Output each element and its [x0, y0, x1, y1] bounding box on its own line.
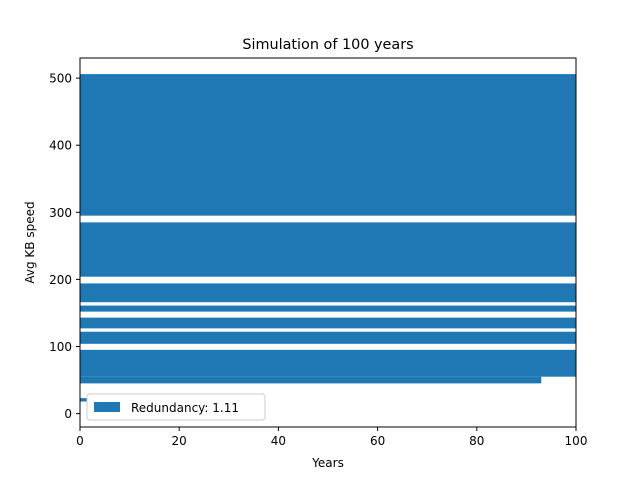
- y-axis-label: Avg KB speed: [23, 201, 37, 283]
- bar: [80, 283, 576, 303]
- y-tick-label: 200: [49, 273, 72, 287]
- x-axis-label: Years: [311, 456, 344, 470]
- bar: [80, 222, 576, 277]
- y-tick-label: 400: [49, 139, 72, 153]
- chart-title: Simulation of 100 years: [242, 37, 413, 53]
- plot-frame: [79, 57, 577, 428]
- y-tick-label: 500: [49, 72, 72, 86]
- legend-box: [86, 393, 266, 421]
- x-tick-label: 40: [271, 434, 286, 448]
- bar: [80, 376, 542, 384]
- x-tick-label: 0: [76, 434, 84, 448]
- x-tick-label: 80: [469, 434, 484, 448]
- legend-label: Redundancy: 1.11: [131, 401, 239, 415]
- x-tick-label: 100: [565, 434, 588, 448]
- bars-group: [80, 74, 576, 402]
- x-tick-label: 20: [172, 434, 187, 448]
- y-tick-label: 300: [49, 206, 72, 220]
- x-axis-ticks: 0 20 40 60 80 100: [76, 427, 587, 448]
- x-tick-label: 60: [370, 434, 385, 448]
- bar: [80, 74, 576, 216]
- legend: Redundancy: 1.11: [86, 393, 266, 421]
- y-tick-label: 100: [49, 340, 72, 354]
- bar: [80, 305, 576, 312]
- y-axis-ticks: 0 100 200 300 400 500: [49, 72, 80, 421]
- bar: [80, 398, 88, 402]
- bar: [80, 349, 576, 377]
- bar: [80, 331, 576, 344]
- legend-swatch: [94, 402, 120, 412]
- bar: [80, 317, 576, 329]
- y-tick-label: 0: [64, 407, 72, 421]
